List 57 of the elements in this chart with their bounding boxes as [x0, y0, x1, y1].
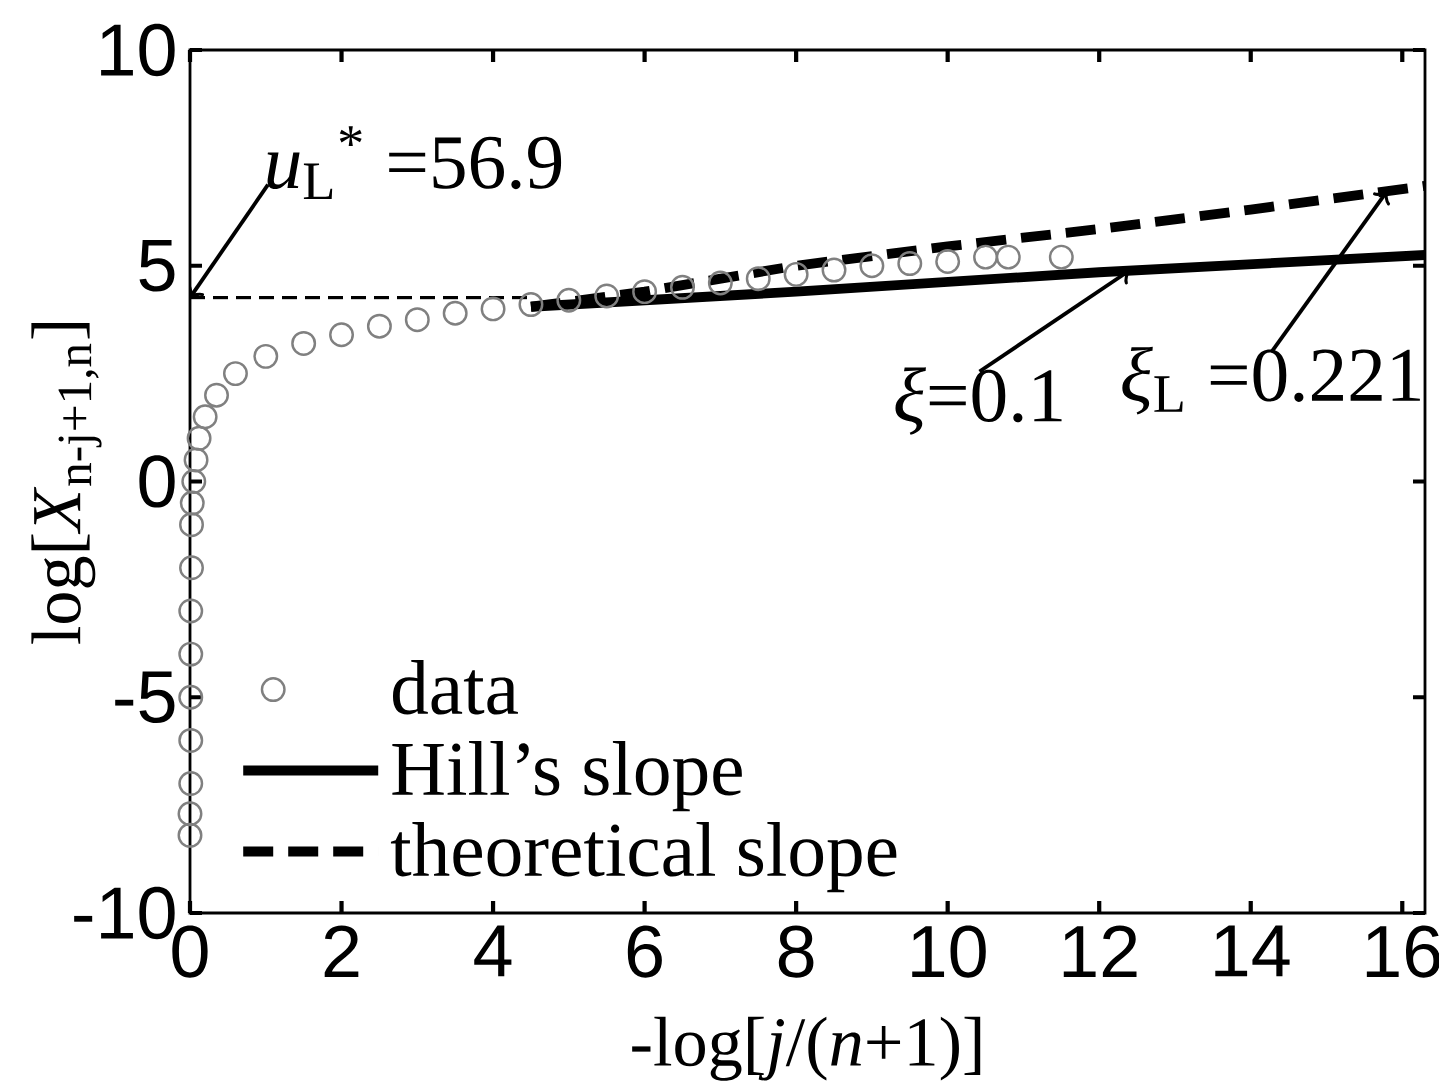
point	[204, 382, 229, 408]
point	[556, 287, 582, 313]
legend-label: Hill’s slope	[392, 741, 742, 812]
point	[442, 300, 468, 326]
point	[192, 404, 218, 430]
x-axis-title: -log[j/(n+1)]	[632, 1016, 981, 1081]
point	[745, 266, 771, 292]
point	[179, 490, 205, 516]
y-tick-label: 10	[101, 23, 175, 77]
annotation: u$_{L}$$^{*}$ =56.9	[267, 126, 562, 199]
point	[783, 261, 809, 287]
y-tick-label: 5	[139, 240, 175, 292]
point	[995, 244, 1021, 270]
point	[632, 279, 658, 305]
point	[518, 292, 544, 318]
point	[973, 244, 999, 270]
point	[366, 313, 392, 339]
point	[222, 361, 248, 387]
point	[179, 512, 204, 538]
x-tick-label: 6	[627, 925, 662, 978]
point	[821, 257, 847, 283]
y-axis-title: log[X$_{n-j+1,n}$]	[31, 322, 102, 644]
x-tick-label: 4	[474, 925, 512, 977]
point	[181, 469, 207, 494]
point	[329, 322, 354, 348]
point	[186, 425, 212, 451]
point	[183, 447, 209, 473]
point	[935, 248, 961, 274]
point	[178, 727, 204, 753]
point	[177, 822, 203, 848]
point	[177, 801, 203, 827]
legend-label: data	[392, 660, 518, 715]
point	[670, 274, 695, 300]
legend-label: theoretical slope	[390, 822, 897, 893]
point	[404, 307, 430, 333]
point	[178, 641, 204, 667]
x-tick-label: 10	[912, 925, 986, 978]
annotation: ξ=0.1	[895, 367, 1062, 435]
y-tick-label: -5	[115, 671, 175, 723]
point	[480, 296, 506, 322]
point	[178, 598, 204, 624]
point	[253, 343, 279, 369]
point	[594, 283, 620, 309]
x-tick-label: 2	[324, 925, 359, 977]
x-tick-label: 14	[1215, 925, 1290, 977]
point	[178, 771, 204, 797]
point	[179, 555, 204, 581]
point	[291, 330, 317, 356]
point	[707, 270, 733, 296]
point	[897, 251, 923, 277]
y-tick-label: 0	[139, 455, 175, 508]
point	[1048, 244, 1074, 270]
annotation: ξ$_{L}$ =0.221	[1122, 346, 1420, 415]
point	[178, 684, 204, 710]
x-tick-label: 12	[1063, 925, 1137, 977]
x-tick-label: 8	[778, 925, 814, 978]
point	[859, 253, 885, 279]
